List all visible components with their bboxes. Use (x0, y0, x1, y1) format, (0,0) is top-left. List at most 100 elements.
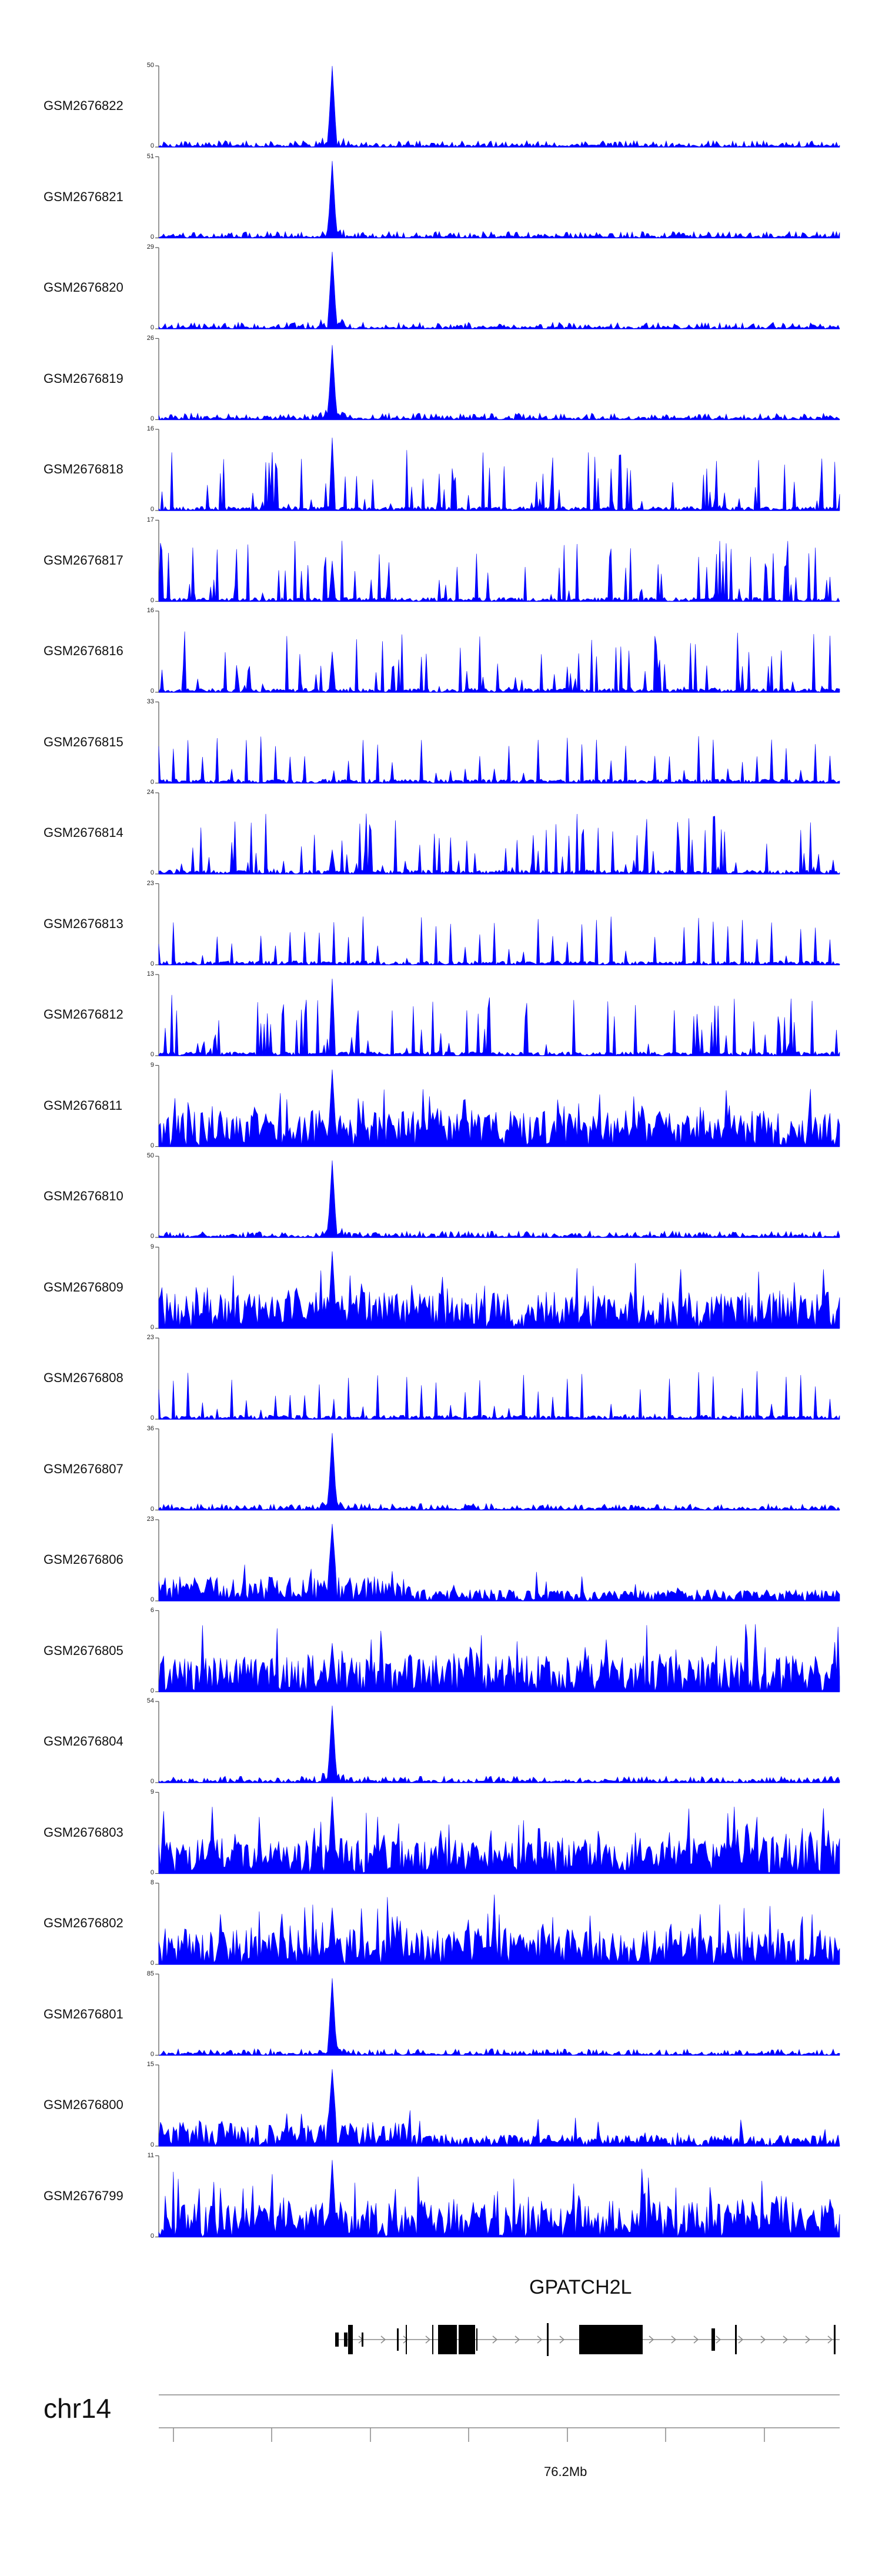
signal-area-GSM2676799 (158, 2160, 840, 2238)
track-label: GSM2676822 (44, 98, 123, 114)
track-ymax-label: 50 (146, 1152, 154, 1159)
strand-arrow (738, 2335, 744, 2344)
signal-area-GSM2676812 (158, 979, 840, 1056)
track-ymax-label: 23 (146, 879, 154, 887)
track-ymin-label: 0 (150, 778, 154, 786)
track-label: GSM2676815 (44, 734, 123, 749)
track-ymin-label: 0 (150, 2050, 154, 2058)
track-label: GSM2676814 (44, 825, 123, 840)
gene-exon (432, 2325, 433, 2354)
gene-exon (834, 2325, 836, 2354)
track-ymax-label: 13 (146, 970, 154, 977)
track-ymin-label: 0 (150, 2141, 154, 2148)
track-ymax-label: 29 (146, 243, 154, 251)
track-ymin-label: 0 (150, 2232, 154, 2240)
signal-area-GSM2676814 (158, 813, 840, 875)
track-ymax-label: 16 (146, 425, 154, 432)
signal-area-GSM2676822 (158, 66, 840, 148)
track-label: GSM2676812 (44, 1007, 123, 1022)
track-label: GSM2676821 (44, 189, 123, 204)
gene-exon (579, 2325, 643, 2354)
track-ymin-label: 0 (150, 324, 154, 331)
track-ymin-label: 0 (150, 415, 154, 422)
track-ymax-label: 9 (150, 1243, 154, 1250)
strand-arrow (827, 2335, 833, 2344)
track-ymax-label: 51 (146, 152, 154, 160)
track-label: GSM2676802 (44, 1916, 123, 1931)
strand-arrow (805, 2335, 811, 2344)
track-ymin-label: 0 (150, 1505, 154, 1513)
track-label: GSM2676820 (44, 280, 123, 295)
position-label: 76.2Mb (544, 2464, 587, 2479)
gene-exon (711, 2328, 715, 2351)
track-ymax-label: 24 (146, 789, 154, 796)
track-ymin-label: 0 (150, 1960, 154, 1967)
strand-arrow (649, 2335, 654, 2344)
gene-exon (476, 2328, 477, 2351)
signal-area-GSM2676820 (158, 252, 840, 329)
signal-area-GSM2676802 (158, 1894, 840, 1965)
track-label: GSM2676813 (44, 916, 123, 931)
strand-arrow (671, 2335, 677, 2344)
track-ymin-label: 0 (150, 233, 154, 241)
signal-area-GSM2676818 (158, 438, 840, 511)
track-ymax-label: 54 (146, 1697, 154, 1704)
track-label: GSM2676801 (44, 2006, 123, 2021)
track-ymax-label: 85 (146, 1970, 154, 1977)
strand-arrow (403, 2335, 409, 2344)
signal-area-GSM2676821 (158, 161, 840, 239)
strand-arrow (537, 2335, 543, 2344)
track-ymax-label: 11 (147, 2151, 154, 2159)
track-label: GSM2676809 (44, 1279, 123, 1294)
signal-area-GSM2676808 (158, 1371, 840, 1420)
track-ymin-label: 0 (150, 960, 154, 967)
track-label: GSM2676810 (44, 1189, 123, 1204)
signal-area-GSM2676804 (158, 1706, 840, 1783)
track-label: GSM2676817 (44, 552, 123, 568)
signal-area-GSM2676810 (158, 1160, 840, 1238)
strand-arrow (492, 2335, 498, 2344)
track-label: GSM2676804 (44, 1734, 123, 1749)
strand-arrow (380, 2335, 386, 2344)
track-ymax-label: 23 (146, 1516, 154, 1523)
track-label: GSM2676799 (44, 2188, 123, 2203)
signal-area-GSM2676819 (158, 345, 840, 421)
signal-area-GSM2676800 (158, 2069, 840, 2147)
signal-area-GSM2676806 (158, 1524, 840, 1601)
signal-area-GSM2676815 (158, 736, 840, 784)
gene-exon (406, 2325, 407, 2354)
gene-exon (735, 2325, 737, 2354)
track-ymax-label: 50 (146, 62, 154, 69)
track-label: GSM2676808 (44, 1370, 123, 1386)
signal-area-GSM2676817 (158, 540, 840, 602)
track-ymax-label: 33 (146, 698, 154, 705)
track-ymin-label: 0 (150, 1051, 154, 1058)
track-label: GSM2676816 (44, 643, 123, 659)
gene-exon (459, 2325, 475, 2354)
signal-area-GSM2676805 (158, 1624, 840, 1692)
track-ymin-label: 0 (150, 506, 154, 513)
track-ymin-label: 0 (150, 1687, 154, 1694)
track-label: GSM2676819 (44, 371, 123, 386)
gene-exon (348, 2325, 353, 2354)
track-ymax-label: 9 (150, 1788, 154, 1796)
gene-exon (438, 2325, 457, 2354)
strand-arrow (559, 2335, 565, 2344)
gene-exon (344, 2333, 348, 2347)
signal-area-GSM2676813 (158, 916, 840, 966)
gene-exon (362, 2333, 363, 2347)
track-ymin-label: 0 (150, 1142, 154, 1149)
track-ymax-label: 36 (146, 1424, 154, 1432)
strand-arrow (425, 2335, 431, 2344)
track-ymax-label: 6 (150, 1606, 154, 1614)
track-ymax-label: 9 (150, 1061, 154, 1069)
signal-area-GSM2676807 (158, 1433, 840, 1511)
track-ymax-label: 8 (150, 1879, 154, 1886)
gene-exon (547, 2323, 549, 2356)
signal-area-GSM2676801 (158, 1978, 840, 2056)
track-ymax-label: 15 (146, 2061, 154, 2068)
strand-arrow (693, 2335, 699, 2344)
track-ymin-label: 0 (150, 1323, 154, 1331)
